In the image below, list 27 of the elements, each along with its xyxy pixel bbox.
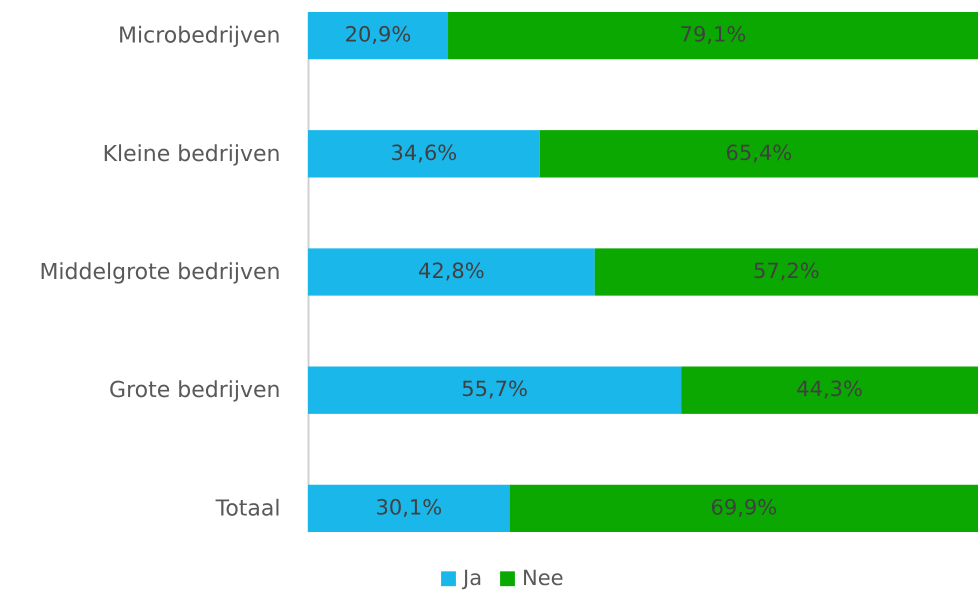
data-label: 57,2% xyxy=(753,259,820,283)
data-label: 34,6% xyxy=(390,140,458,165)
legend-label: Ja xyxy=(461,566,482,590)
y-tick-label: Grote bedrijven xyxy=(109,378,280,404)
y-tick-label: Totaal xyxy=(214,496,280,522)
bar xyxy=(308,366,682,414)
y-tick-label: Kleine bedrijven xyxy=(102,142,280,167)
data-label: 42,8% xyxy=(418,259,485,283)
bar xyxy=(594,248,978,296)
bar xyxy=(308,484,510,532)
data-label: 20,9% xyxy=(344,22,412,47)
data-label: 79,1% xyxy=(680,22,746,47)
bar xyxy=(308,248,595,296)
y-tick-label: Middelgrote bedrijven xyxy=(39,260,280,285)
bar xyxy=(308,12,448,60)
y-tick-label: Microbedrijven xyxy=(118,24,280,49)
bar xyxy=(540,130,978,178)
bar xyxy=(448,12,978,60)
bar xyxy=(681,366,978,414)
bar xyxy=(308,130,540,178)
bar xyxy=(510,484,978,532)
data-label: 69,9% xyxy=(710,495,778,520)
data-label: 30,1% xyxy=(375,495,442,520)
data-label: 44,3% xyxy=(796,377,863,402)
data-label: 65,4% xyxy=(726,140,792,165)
data-label: 55,7% xyxy=(461,377,528,402)
legend-label: Nee xyxy=(522,566,564,590)
